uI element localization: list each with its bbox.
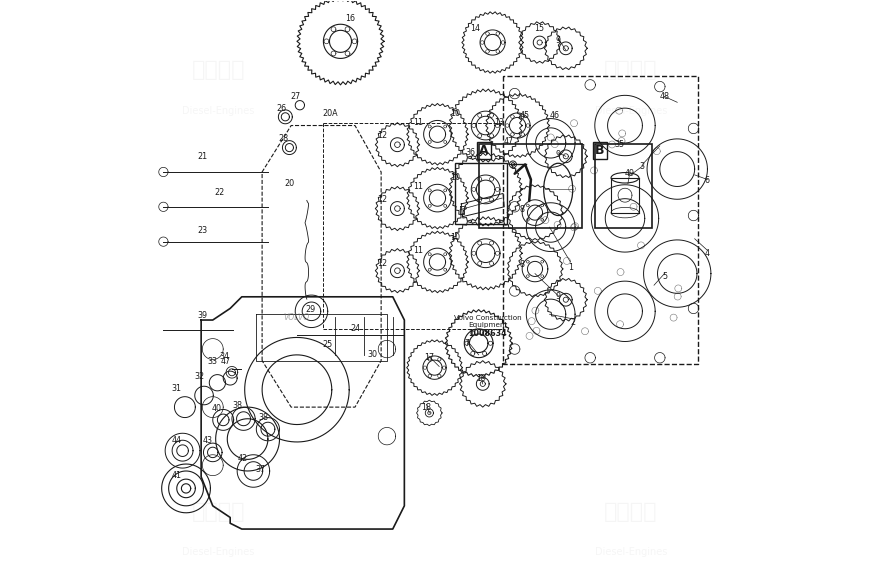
Text: 33: 33 xyxy=(207,357,218,366)
Text: 12: 12 xyxy=(377,131,387,140)
Text: 42: 42 xyxy=(238,454,248,463)
Text: 10: 10 xyxy=(450,173,460,182)
Text: 12: 12 xyxy=(377,258,387,268)
Text: 47: 47 xyxy=(221,357,231,366)
Text: 20: 20 xyxy=(284,179,295,188)
Text: VOLVO: VOLVO xyxy=(284,313,310,322)
Text: 1: 1 xyxy=(568,263,573,272)
Text: 34: 34 xyxy=(219,352,230,360)
Text: 7: 7 xyxy=(465,339,470,348)
Text: 9: 9 xyxy=(555,150,561,159)
Text: 11: 11 xyxy=(413,246,423,255)
Text: 37: 37 xyxy=(255,466,265,474)
Text: 2: 2 xyxy=(570,318,575,328)
Text: 31: 31 xyxy=(172,384,182,393)
Text: 19: 19 xyxy=(476,374,486,382)
Text: 43: 43 xyxy=(203,436,213,445)
Text: 10: 10 xyxy=(450,109,460,118)
Text: 26: 26 xyxy=(276,104,287,112)
Text: 47: 47 xyxy=(504,137,514,146)
Text: 27: 27 xyxy=(290,92,300,101)
Text: 3: 3 xyxy=(640,162,645,171)
Text: 45: 45 xyxy=(520,111,530,120)
Text: 20A: 20A xyxy=(322,109,338,118)
Text: 22: 22 xyxy=(214,188,225,197)
Text: 36: 36 xyxy=(465,148,475,157)
Text: 4: 4 xyxy=(705,249,710,258)
Text: 1008634: 1008634 xyxy=(469,329,507,338)
Text: Diesel-Engines: Diesel-Engines xyxy=(595,547,667,558)
Text: 44: 44 xyxy=(172,436,182,445)
Text: 29: 29 xyxy=(305,305,315,314)
Text: 21: 21 xyxy=(198,152,207,161)
Text: 8: 8 xyxy=(520,205,525,214)
Text: 13: 13 xyxy=(494,118,504,127)
Text: 6: 6 xyxy=(705,176,710,185)
Text: A: A xyxy=(479,144,489,157)
Text: 11: 11 xyxy=(413,182,423,191)
Text: 8: 8 xyxy=(520,260,525,269)
Text: 39: 39 xyxy=(198,311,207,320)
Text: 40: 40 xyxy=(212,404,222,413)
Text: Diesel-Engines: Diesel-Engines xyxy=(182,106,255,116)
Text: 5: 5 xyxy=(662,272,667,281)
Text: 15: 15 xyxy=(535,24,545,33)
Text: 16: 16 xyxy=(344,13,355,23)
Text: 24: 24 xyxy=(350,324,360,333)
Text: 48: 48 xyxy=(659,92,669,101)
Text: 32: 32 xyxy=(195,372,205,381)
Text: 35: 35 xyxy=(614,140,624,149)
Text: 9: 9 xyxy=(555,36,561,45)
Text: 18: 18 xyxy=(422,403,432,411)
Text: Volvo Construction: Volvo Construction xyxy=(454,315,522,321)
Text: Equipment: Equipment xyxy=(468,322,507,328)
Text: 49: 49 xyxy=(625,169,635,178)
Text: 30: 30 xyxy=(368,350,377,359)
Text: B: B xyxy=(595,144,605,157)
Text: 23: 23 xyxy=(198,226,207,235)
Text: 14: 14 xyxy=(470,24,481,33)
Text: 9: 9 xyxy=(555,292,561,301)
Text: 12: 12 xyxy=(377,195,387,204)
Text: 25: 25 xyxy=(322,340,332,349)
Text: 紫发动力: 紫发动力 xyxy=(192,61,246,80)
Text: 41: 41 xyxy=(172,471,182,480)
Text: Diesel-Engines: Diesel-Engines xyxy=(182,547,255,558)
Text: 17: 17 xyxy=(424,353,433,362)
Text: 11: 11 xyxy=(413,118,423,127)
Text: 38: 38 xyxy=(259,413,269,422)
Text: Diesel-Engines: Diesel-Engines xyxy=(595,106,667,116)
Text: 38: 38 xyxy=(232,402,242,410)
Text: 紫发动力: 紫发动力 xyxy=(604,61,658,80)
Text: 紫发动力: 紫发动力 xyxy=(192,502,246,521)
Text: 46: 46 xyxy=(549,111,559,120)
Text: 紫发动力: 紫发动力 xyxy=(604,502,658,521)
Text: 10: 10 xyxy=(450,233,460,242)
Text: 28: 28 xyxy=(279,134,288,143)
